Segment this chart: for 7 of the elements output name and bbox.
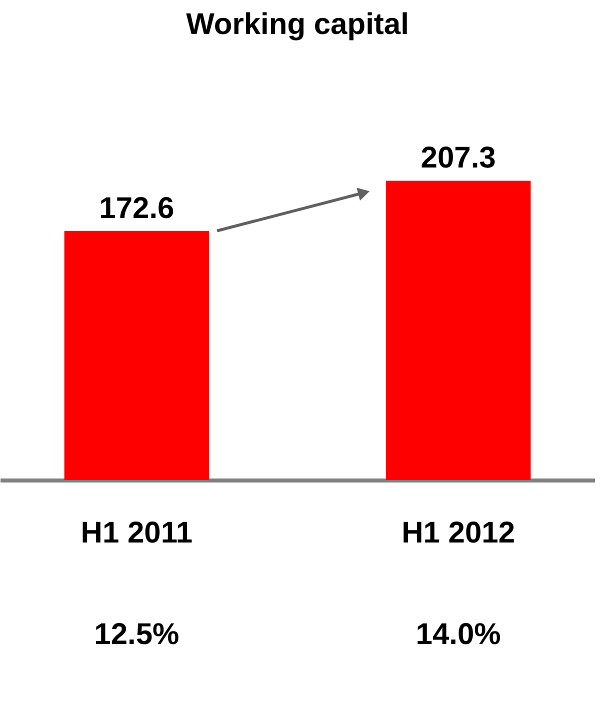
text: 12.5% (94, 618, 180, 651)
data-label: 207.3 (420, 142, 496, 175)
data-label: 172.6 (99, 192, 174, 225)
x-tick-label: H1 2012 (402, 516, 516, 550)
chart-title: Working capital (186, 8, 409, 41)
text: 14.0% (416, 618, 501, 651)
x-tick-label: H1 2011 (80, 516, 193, 550)
